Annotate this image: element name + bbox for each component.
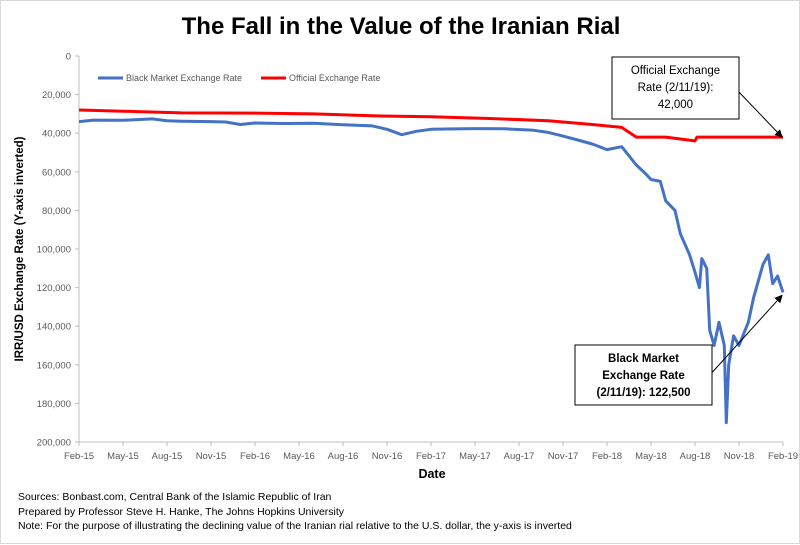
annotation-text-line: 42,000 [658,99,693,111]
x-axis-label: Date [418,467,445,481]
x-tick-label: Aug-17 [504,451,535,462]
x-tick-label: Feb-17 [416,451,446,462]
y-tick-labels: 0 20,000 40,000 60,000 80,000 100,000 120,000 1… [37,52,79,449]
annotations: Official Exchange Rate (2/11/19): 42,000 Bl… [574,56,783,406]
source-notes: Sources: Bonbast.com, Central Bank of th… [18,490,572,534]
legend: Black Market Exchange Rate Official Exch… [98,73,380,83]
x-tick-label: Nov-16 [372,451,403,462]
x-tick-label: Nov-15 [196,451,227,462]
y-tick-label: 180,000 [37,399,71,410]
x-tick-label: Feb-19 [768,451,798,462]
y-tick-label: 160,000 [37,360,71,371]
x-tick-label: Nov-17 [548,451,579,462]
annotation-box [611,56,740,120]
y-tick-label: 40,000 [42,129,71,140]
legend-label-official: Official Exchange Rate [289,73,380,83]
y-tick-label: 200,000 [37,438,71,449]
x-tick-label: Aug-18 [680,451,711,462]
annotation-text-line: Exchange Rate [602,370,684,382]
x-tick-label: May-15 [107,451,139,462]
x-tick-label: Feb-16 [240,451,270,462]
annotation-text-line: (2/11/19): 122,500 [597,387,691,399]
y-tick-label: 140,000 [37,322,71,333]
x-tick-label: May-16 [283,451,315,462]
x-tick-labels: Feb-15 May-15 Aug-15 Nov-15 Feb-16 May-16 Aug-… [64,442,798,462]
x-tick-label: Aug-16 [328,451,359,462]
series-group [78,108,785,425]
chart-title: The Fall in the Value of the Iranian Ria… [181,13,621,40]
annotation-arrow [707,294,783,378]
x-tick-label: Feb-15 [64,451,94,462]
annotation-text-line: Official Exchange [631,65,720,77]
y-tick-label: 60,000 [42,167,71,178]
annotation-arrow [737,90,783,138]
y-tick-label: 80,000 [42,206,71,217]
x-tick-label: May-17 [459,451,491,462]
y-tick-label: 120,000 [37,283,71,294]
x-tick-label: Nov-18 [724,451,755,462]
source-note-line: Note: For the purpose of illustrating th… [18,520,572,532]
annotation-text-line: Black Market [608,353,679,365]
annotation-text-line: Rate (2/11/19): [638,82,714,94]
legend-label-black-market: Black Market Exchange Rate [126,73,242,83]
y-tick-label: 20,000 [42,90,71,101]
y-tick-label: 100,000 [37,245,71,256]
x-tick-label: May-18 [635,451,667,462]
series-line-official [78,108,783,143]
source-note-line: Sources: Bonbast.com, Central Bank of th… [18,491,332,503]
y-tick-label: 0 [66,52,71,63]
annotation-box [574,344,713,406]
x-tick-label: Feb-18 [592,451,622,462]
x-tick-label: Aug-15 [152,451,183,462]
source-note-line: Prepared by Professor Steve H. Hanke, Th… [18,505,345,518]
series-line-black-market [78,117,785,425]
y-axis-label: IRR/USD Exchange Rate (Y-axis inverted) [14,136,26,361]
